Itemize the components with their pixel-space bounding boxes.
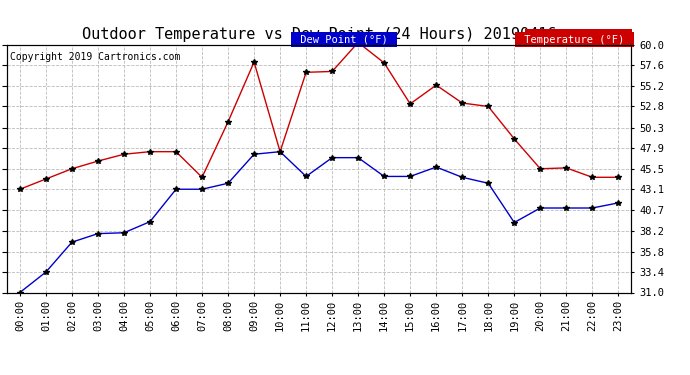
Title: Outdoor Temperature vs Dew Point (24 Hours) 20190416: Outdoor Temperature vs Dew Point (24 Hou… bbox=[82, 27, 556, 42]
Text: Temperature (°F): Temperature (°F) bbox=[518, 34, 631, 45]
Text: Temperature (°F): Temperature (°F) bbox=[529, 32, 629, 42]
Text: Dew Point (°F): Dew Point (°F) bbox=[294, 34, 394, 45]
Text: Copyright 2019 Cartronics.com: Copyright 2019 Cartronics.com bbox=[10, 53, 180, 62]
Text: Dew Point (°F): Dew Point (°F) bbox=[541, 32, 629, 42]
